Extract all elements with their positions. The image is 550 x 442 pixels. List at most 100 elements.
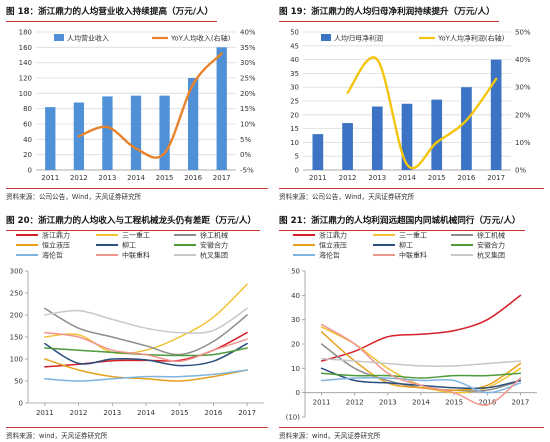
x-tick-label: 2012 — [346, 399, 364, 407]
legend-label: 人均营业收入 — [67, 34, 109, 43]
y2-tick-label: 10% — [515, 139, 531, 147]
bar — [490, 59, 502, 170]
chart-source: 资料来源：公司公告，Wind，天风证券研究所 — [279, 188, 544, 201]
x-tick-label: 2011 — [36, 409, 54, 417]
y-tick-label: 10 — [290, 139, 299, 147]
x-tick-label: 2011 — [313, 399, 331, 407]
y2-tick-label: 35% — [240, 44, 256, 52]
bar — [401, 103, 413, 170]
legend-label: 海伦哲 — [319, 251, 340, 260]
x-tick-label: 2014 — [137, 409, 155, 417]
bar — [342, 123, 353, 170]
bar — [431, 99, 443, 170]
y2-tick-label: 40% — [515, 56, 531, 64]
y2-tick-label: 30% — [515, 84, 531, 92]
bar — [130, 95, 142, 170]
legend-label: 海伦哲 — [42, 251, 63, 260]
legend-label: 杭叉集团 — [477, 251, 505, 260]
y-tick-label: 40 — [23, 136, 32, 144]
legend-swatch — [54, 34, 64, 41]
y-tick-label: 10 — [291, 365, 300, 373]
legend-label: 柳工 — [122, 241, 136, 250]
chart-panel-21: 图 21：浙江鼎力的人均利润远超国内同城机械同行（万元/人） (10) 0 10 20… — [279, 213, 544, 440]
y-tick-label: 160 — [19, 44, 32, 52]
chart-title: 图 19：浙江鼎力的人均归母净利润持续提升（万元/人） — [279, 4, 499, 22]
y-tick-label: 30 — [291, 316, 300, 324]
legend-label: YoY人均收入(右轴) — [170, 34, 231, 43]
series-line — [320, 294, 522, 362]
y-tick-label: 30 — [290, 84, 299, 92]
series-line — [44, 307, 248, 334]
x-tick-label: 2012 — [70, 409, 88, 417]
y-tick-label: 45 — [290, 42, 299, 50]
chart-panel-18: 图 18：浙江鼎力的人均营业收入持续提高（万元/人） 0 20 40 60 80 100 1… — [6, 4, 268, 204]
y-tick-label: 300 — [10, 268, 23, 276]
series-line — [320, 357, 522, 367]
y-tick-label: 180 — [19, 29, 32, 37]
series-line — [44, 307, 248, 356]
x-tick-label: 2013 — [368, 174, 386, 182]
y2-tick-label: 0% — [515, 167, 526, 175]
series-line — [320, 377, 522, 394]
y-tick-label: 15 — [290, 125, 299, 133]
y2-tick-label: 15% — [240, 105, 256, 113]
y-tick-label: 5 — [295, 153, 299, 161]
bar — [216, 47, 227, 170]
y2-tick-label: 5% — [240, 136, 251, 144]
y-tick-label: 50 — [14, 378, 23, 386]
x-tick-label: 2017 — [213, 174, 231, 182]
y2-tick-label: 50% — [515, 29, 531, 37]
bar — [45, 107, 56, 170]
bar — [188, 78, 199, 170]
bar — [461, 87, 472, 170]
y2-tick-label: 20% — [240, 90, 256, 98]
y-tick-label: 80 — [23, 105, 32, 113]
legend-label: 安徽合力 — [477, 241, 505, 250]
x-tick-label: 2015 — [156, 174, 174, 182]
legend-swatch — [321, 34, 331, 41]
chart-source: 资料来源：公司公告，Wind，天风证券研究所 — [6, 188, 268, 201]
y-tick-label: 60 — [23, 121, 32, 129]
series-line — [77, 52, 223, 159]
y-tick-label: 40 — [290, 56, 299, 64]
x-tick-label: 2012 — [339, 174, 357, 182]
y-tick-label: 20 — [23, 151, 32, 159]
x-tick-label: 2013 — [103, 409, 121, 417]
legend-label: 浙江鼎力 — [319, 231, 347, 240]
y-tick-label: 100 — [19, 90, 32, 98]
y-tick-label: 120 — [19, 75, 32, 83]
y2-tick-label: 25% — [240, 75, 256, 83]
x-tick-label: 2014 — [127, 174, 145, 182]
bar — [371, 106, 383, 170]
series-line — [346, 56, 498, 170]
y2-tick-label: 0% — [240, 151, 251, 159]
y-tick-label: 50 — [290, 29, 299, 37]
chart-panel-20: 图 20：浙江鼎力的人均收入与工程机械龙头仍有差距（万元/人） 0 50 100 15… — [6, 213, 268, 440]
x-tick-label: 2016 — [205, 409, 223, 417]
y2-tick-label: 40% — [240, 29, 256, 37]
series-line — [44, 331, 248, 362]
chart-svg-21: (10) 0 10 20 30 40 50 2011 2012 2013 2014 2015 2016 2… — [286, 231, 537, 422]
series-line — [44, 358, 248, 382]
legend-label: 恒立液压 — [319, 241, 347, 250]
chart-source: 资料来源：wind，天风证券研究所 — [279, 427, 544, 440]
y-tick-label: 50 — [291, 268, 300, 276]
x-tick-label: 2012 — [70, 174, 88, 182]
y-tick-label: 150 — [10, 334, 23, 342]
x-tick-label: 2015 — [428, 174, 446, 182]
x-tick-label: 2014 — [398, 174, 416, 182]
x-tick-label: 2015 — [171, 409, 189, 417]
legend-label: YoY人均净利润(右轴) — [437, 34, 505, 43]
y-tick-label: 20 — [291, 341, 300, 349]
x-tick-label: 2017 — [512, 399, 530, 407]
x-tick-label: 2017 — [487, 174, 505, 182]
y2-tick-label: 30% — [240, 59, 256, 67]
chart-title: 图 21：浙江鼎力的人均利润远超国内同城机械同行（万元/人） — [279, 213, 525, 231]
series-line — [44, 283, 248, 355]
y-tick-label: 100 — [10, 356, 23, 364]
y-tick-label: 0 — [295, 167, 299, 175]
bar — [312, 134, 324, 170]
legend-label: 柳工 — [399, 241, 413, 250]
chart-svg-20: 0 50 100 150 200 250 300 2011 2012 2013 2014 2015 20… — [10, 231, 264, 417]
y-tick-label: 250 — [10, 290, 23, 298]
